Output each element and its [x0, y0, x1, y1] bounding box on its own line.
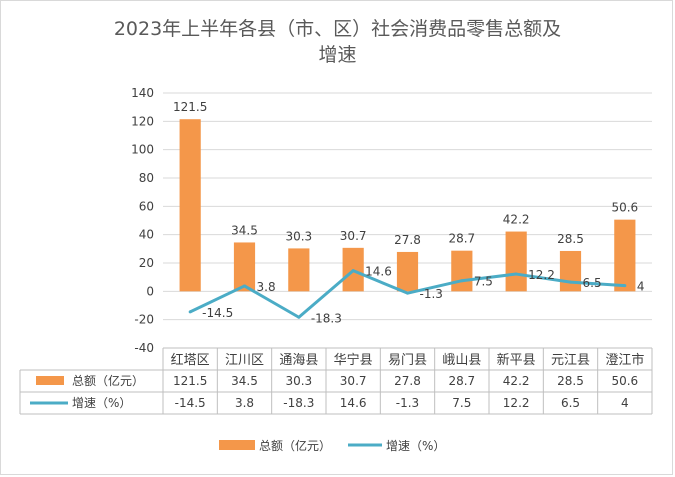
table-value-growth: 3.8 [235, 396, 254, 410]
bar-data-label: 50.6 [611, 201, 638, 215]
table-value-total: 27.8 [394, 374, 421, 388]
growth-point [188, 310, 192, 314]
y-tick-label: 100 [131, 143, 154, 157]
table-value-total: 30.7 [340, 374, 367, 388]
growth-point [514, 272, 518, 276]
table-value-total: 28.7 [448, 374, 475, 388]
y-tick-label: -20 [134, 313, 154, 327]
line-data-label: 6.5 [583, 276, 602, 290]
chart-title-line-2: 增速 [318, 44, 357, 66]
bar [179, 119, 201, 292]
bar [614, 219, 636, 292]
line-data-label: -18.3 [311, 311, 342, 325]
table-row-header-total: 总额（亿元） [72, 373, 144, 388]
category-label: 红塔区 [171, 352, 210, 368]
y-tick-label: 140 [131, 86, 154, 100]
growth-point [406, 291, 409, 295]
y-tick-label: 60 [139, 199, 154, 213]
category-label: 易门县 [388, 353, 427, 368]
y-tick-label: 120 [131, 114, 154, 128]
bar [288, 248, 310, 292]
category-label: 华宁县 [334, 352, 373, 368]
table-value-growth: 12.2 [503, 396, 530, 410]
chart-title: 2023年上半年各县（市、区）社会消费品零售总额及 增速 [60, 16, 615, 68]
growth-point [569, 280, 572, 284]
legend-label-growth: 增速（%） [386, 439, 445, 453]
table-value-growth: 14.6 [340, 396, 367, 410]
line-data-label: 3.8 [257, 280, 276, 294]
y-tick-label: 20 [139, 256, 154, 270]
table-value-total: 30.3 [285, 374, 312, 388]
line-data-label: -1.3 [420, 287, 443, 301]
bar [451, 250, 473, 292]
growth-point [243, 284, 246, 288]
growth-point [351, 269, 355, 273]
table-value-growth: -18.3 [283, 396, 314, 410]
table-value-total: 121.5 [173, 374, 207, 388]
table-value-total: 28.5 [557, 374, 584, 388]
category-label: 澄江市 [605, 352, 644, 368]
table-value-total: 50.6 [611, 374, 638, 388]
bar-data-label: 42.2 [503, 213, 530, 227]
bar-data-label: 28.7 [448, 232, 475, 246]
line-data-label: -14.5 [202, 306, 233, 320]
category-label: 新平县 [497, 352, 536, 368]
growth-point [460, 279, 464, 283]
growth-point [297, 315, 301, 319]
y-tick-label: 40 [139, 228, 154, 242]
bar [396, 251, 419, 292]
line-data-label: 12.2 [528, 268, 555, 282]
category-label: 峨山县 [442, 353, 481, 368]
bar-data-label: 30.3 [285, 229, 312, 243]
bar [233, 242, 256, 292]
bar-data-label: 34.5 [231, 223, 258, 237]
line-data-label: 14.6 [365, 265, 392, 279]
bar [559, 250, 582, 292]
table-value-growth: 7.5 [452, 396, 471, 410]
table-value-growth: -1.3 [396, 396, 419, 410]
bar [505, 231, 527, 292]
table-value-growth: 6.5 [561, 396, 580, 410]
table-legend-key-bar [36, 376, 64, 385]
legend-label-total: 总额（亿元） [259, 438, 331, 453]
y-tick-label: -40 [134, 341, 154, 355]
table-row-header-growth: 增速（%） [72, 396, 131, 410]
y-tick-label: 0 [146, 284, 154, 298]
category-label: 元江县 [551, 353, 590, 368]
line-data-label: 7.5 [474, 275, 493, 289]
table-value-total: 42.2 [503, 374, 530, 388]
legend-key-bar [219, 440, 255, 450]
category-label: 通海县 [279, 353, 318, 368]
bar-data-label: 30.7 [340, 229, 367, 243]
bar-data-label: 28.5 [557, 232, 584, 246]
bar-data-label: 121.5 [173, 100, 207, 114]
category-label: 江川区 [225, 353, 264, 368]
y-tick-label: 80 [139, 171, 154, 185]
growth-point [623, 284, 627, 288]
bar-data-label: 27.8 [394, 233, 421, 247]
chart-title-line-1: 2023年上半年各县（市、区）社会消费品零售总额及 [113, 18, 562, 40]
table-value-growth: 4 [621, 396, 629, 410]
table-value-growth: -14.5 [175, 396, 206, 410]
table-value-total: 34.5 [231, 374, 258, 388]
line-data-label: 4 [637, 280, 645, 294]
